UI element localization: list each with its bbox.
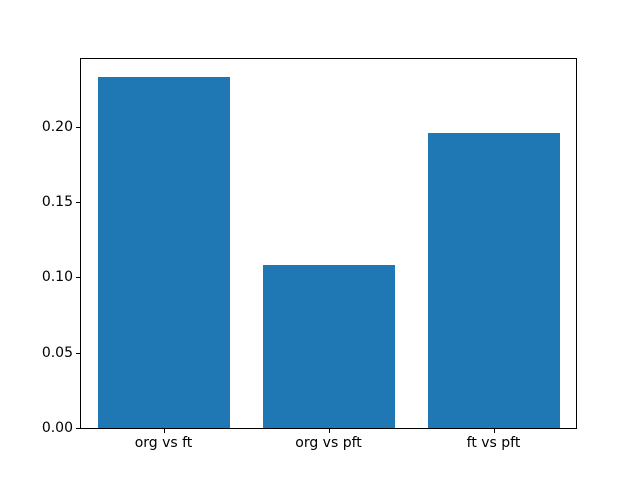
y-tick-label: 0.20 [41,118,73,135]
y-tick-mark [76,352,80,354]
y-tick-mark [76,277,80,279]
x-tick-mark [163,429,165,433]
bars-layer [81,59,576,428]
y-tick-label: 0.00 [41,420,73,436]
x-tick-label: org vs ft [134,435,193,451]
plot-area: 0.00 0.05 0.10 0.15 0.20 org vs ft org vs pft… [42,58,577,450]
x-tick-label: ft vs pft [466,435,521,451]
bar-ft-vs-pft [427,132,560,428]
y-axis: 0.00 0.05 0.10 0.15 0.20 [42,59,576,435]
y-tick-label: 0.15 [41,194,73,211]
x-axis: org vs ft org vs pft ft vs pft [81,59,576,450]
x-tick-mark [493,429,495,433]
y-tick-label: 0.05 [41,344,73,361]
y-tick-mark [76,202,80,204]
bar-org-vs-pft [262,265,395,428]
bar-org-vs-ft [97,77,230,428]
y-tick-mark [76,126,80,128]
x-tick-mark [328,429,330,433]
y-tick-mark [76,428,80,429]
x-tick-label: org vs pft [295,435,362,451]
y-tick-label: 0.10 [41,269,73,286]
